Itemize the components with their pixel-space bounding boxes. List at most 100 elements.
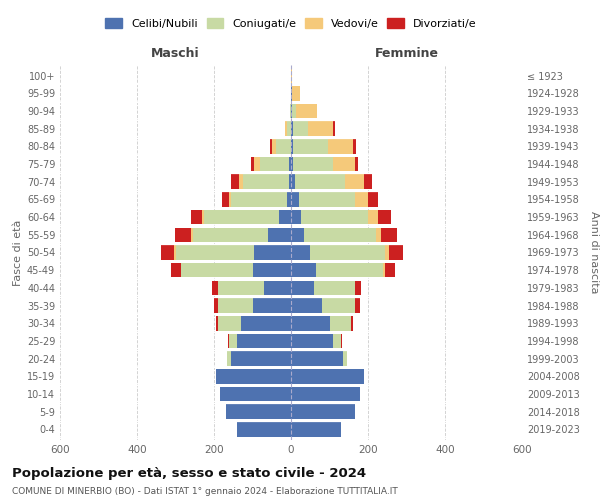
Bar bbox=[322, 298, 355, 313]
Bar bbox=[368, 192, 377, 206]
Bar bbox=[345, 174, 364, 189]
Bar bbox=[291, 422, 341, 436]
Bar bbox=[308, 122, 334, 136]
Bar bbox=[241, 316, 291, 330]
Bar bbox=[368, 210, 377, 224]
Bar bbox=[280, 210, 291, 224]
Bar bbox=[314, 280, 355, 295]
Bar bbox=[334, 157, 355, 172]
Bar bbox=[222, 192, 229, 206]
Bar bbox=[254, 157, 260, 172]
Bar bbox=[291, 263, 316, 278]
Bar bbox=[237, 334, 291, 348]
Bar bbox=[364, 174, 372, 189]
Bar bbox=[176, 245, 254, 260]
Bar bbox=[291, 86, 292, 101]
Legend: Celibi/Nubili, Coniugati/e, Vedovi/e, Divorziati/e: Celibi/Nubili, Coniugati/e, Vedovi/e, Di… bbox=[106, 18, 476, 29]
Bar bbox=[191, 228, 193, 242]
Bar bbox=[289, 157, 291, 172]
Bar bbox=[239, 174, 243, 189]
Bar bbox=[253, 263, 291, 278]
Bar bbox=[385, 263, 395, 278]
Bar bbox=[291, 316, 329, 330]
Bar bbox=[287, 192, 291, 206]
Bar bbox=[232, 174, 239, 189]
Text: Femmine: Femmine bbox=[374, 46, 439, 60]
Bar bbox=[334, 122, 335, 136]
Bar bbox=[352, 316, 353, 330]
Bar bbox=[228, 334, 229, 348]
Bar bbox=[328, 139, 353, 154]
Bar bbox=[291, 157, 293, 172]
Bar bbox=[253, 298, 291, 313]
Bar bbox=[232, 352, 291, 366]
Bar bbox=[293, 122, 308, 136]
Bar bbox=[272, 139, 275, 154]
Bar bbox=[292, 86, 300, 101]
Bar bbox=[304, 228, 376, 242]
Bar bbox=[289, 174, 291, 189]
Bar bbox=[171, 263, 181, 278]
Bar bbox=[212, 280, 218, 295]
Bar bbox=[237, 422, 291, 436]
Text: COMUNE DI MINERBIO (BO) - Dati ISTAT 1° gennaio 2024 - Elaborazione TUTTITALIA.I: COMUNE DI MINERBIO (BO) - Dati ISTAT 1° … bbox=[12, 488, 398, 496]
Bar bbox=[382, 228, 397, 242]
Bar bbox=[291, 387, 360, 402]
Bar bbox=[291, 68, 292, 83]
Bar bbox=[251, 157, 254, 172]
Bar bbox=[376, 228, 382, 242]
Bar bbox=[293, 157, 334, 172]
Bar bbox=[329, 316, 350, 330]
Bar bbox=[216, 369, 291, 384]
Bar bbox=[285, 122, 287, 136]
Bar bbox=[175, 245, 176, 260]
Bar bbox=[291, 352, 343, 366]
Bar bbox=[291, 139, 293, 154]
Bar bbox=[218, 316, 241, 330]
Bar bbox=[232, 192, 287, 206]
Bar bbox=[291, 104, 292, 118]
Text: Popolazione per età, sesso e stato civile - 2024: Popolazione per età, sesso e stato civil… bbox=[12, 468, 366, 480]
Bar bbox=[275, 139, 291, 154]
Bar bbox=[268, 228, 291, 242]
Bar bbox=[218, 298, 253, 313]
Bar bbox=[353, 139, 356, 154]
Bar bbox=[270, 139, 272, 154]
Bar bbox=[291, 404, 355, 419]
Bar bbox=[260, 157, 289, 172]
Bar bbox=[385, 245, 389, 260]
Bar bbox=[229, 334, 237, 348]
Bar bbox=[287, 122, 291, 136]
Bar bbox=[175, 228, 191, 242]
Bar bbox=[334, 334, 341, 348]
Bar bbox=[291, 192, 299, 206]
Text: Maschi: Maschi bbox=[151, 46, 200, 60]
Bar bbox=[193, 228, 268, 242]
Bar bbox=[355, 192, 368, 206]
Bar bbox=[229, 192, 232, 206]
Bar bbox=[264, 280, 291, 295]
Bar bbox=[296, 104, 317, 118]
Y-axis label: Fasce di età: Fasce di età bbox=[13, 220, 23, 286]
Bar bbox=[377, 210, 391, 224]
Bar bbox=[226, 404, 291, 419]
Bar bbox=[181, 263, 253, 278]
Bar bbox=[214, 298, 218, 313]
Bar bbox=[227, 352, 232, 366]
Bar bbox=[291, 369, 364, 384]
Bar bbox=[355, 157, 358, 172]
Bar bbox=[291, 334, 334, 348]
Bar bbox=[218, 280, 264, 295]
Bar bbox=[341, 334, 342, 348]
Bar bbox=[291, 298, 322, 313]
Bar bbox=[291, 280, 314, 295]
Bar bbox=[299, 192, 355, 206]
Bar bbox=[291, 210, 301, 224]
Bar bbox=[383, 263, 385, 278]
Bar bbox=[316, 263, 383, 278]
Bar bbox=[350, 316, 352, 330]
Y-axis label: Anni di nascita: Anni di nascita bbox=[589, 211, 599, 294]
Bar bbox=[389, 245, 403, 260]
Bar bbox=[205, 210, 280, 224]
Bar bbox=[161, 245, 175, 260]
